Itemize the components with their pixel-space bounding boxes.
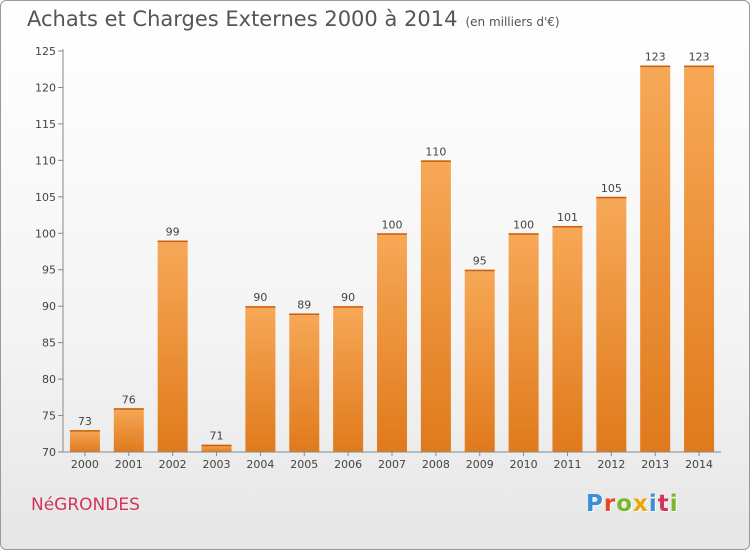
bar-value-label: 76 xyxy=(122,393,136,406)
x-tick-label: 2002 xyxy=(159,458,187,471)
bar-top-edge xyxy=(552,225,583,228)
bar xyxy=(640,65,671,452)
bar-value-label: 99 xyxy=(166,226,180,239)
bar-value-label: 110 xyxy=(425,145,446,158)
bar-top-edge xyxy=(420,160,451,162)
bar xyxy=(684,65,715,452)
x-tick-label: 2012 xyxy=(597,458,625,471)
bar-top-edge xyxy=(157,240,188,243)
bar xyxy=(113,408,144,452)
bar-top-edge xyxy=(596,196,627,199)
x-tick-label: 2000 xyxy=(71,458,99,471)
axes-layer: 70 75 80 85 90 95 100 105 110 115 120 125 2000 2001 20… xyxy=(35,45,721,471)
x-tick-label: 2014 xyxy=(685,458,713,471)
title-text: Achats et Charges Externes 2000 à 2014 xyxy=(27,7,458,31)
bar-top-edge xyxy=(508,233,539,235)
x-tick-label: 2010 xyxy=(510,458,538,471)
y-tick-label: 85 xyxy=(42,337,56,350)
bar-value-label: 105 xyxy=(601,182,622,195)
bar-value-label: 101 xyxy=(557,211,578,224)
x-tick-label: 2013 xyxy=(641,458,669,471)
bars-layer: 73 76 99 71 90 89 90 100 110 95 100 101 105 123 123 xyxy=(69,51,715,452)
y-tick-label: 70 xyxy=(42,446,56,459)
bar-top-edge xyxy=(333,306,364,308)
commune-name: NéGRONDES xyxy=(31,495,140,515)
bar-value-label: 95 xyxy=(473,255,487,268)
y-tick-label: 100 xyxy=(35,227,56,240)
x-tick-label: 2004 xyxy=(246,458,274,471)
bar xyxy=(420,160,451,452)
bar-value-label: 90 xyxy=(341,291,355,304)
proxiti-logo: Proxiti xyxy=(586,491,679,517)
bar-top-edge xyxy=(201,444,232,447)
x-tick-label: 2003 xyxy=(203,458,231,471)
bar xyxy=(245,306,276,452)
logo-letter: i xyxy=(648,491,658,517)
bar xyxy=(201,444,232,452)
bar xyxy=(596,196,627,452)
bar-top-edge xyxy=(684,65,715,68)
bar xyxy=(333,306,364,452)
bar-value-label: 100 xyxy=(382,218,403,231)
bar-top-edge xyxy=(245,306,276,308)
title-unit: (en milliers d'€) xyxy=(465,15,560,29)
bar-value-label: 100 xyxy=(513,218,534,231)
x-tick-label: 2011 xyxy=(553,458,581,471)
x-tick-label: 2007 xyxy=(378,458,406,471)
x-tick-label: 2005 xyxy=(290,458,318,471)
logo-letter: P xyxy=(586,491,604,517)
bar xyxy=(157,240,188,452)
y-tick-label: 75 xyxy=(42,410,56,423)
logo-letter: r xyxy=(603,491,617,517)
bar xyxy=(464,269,495,452)
x-tick-label: 2006 xyxy=(334,458,362,471)
bar-value-label: 73 xyxy=(78,415,92,428)
bar-top-edge xyxy=(113,408,144,410)
logo-letter: o xyxy=(616,491,634,517)
bar-top-edge xyxy=(377,233,407,235)
y-tick-label: 90 xyxy=(42,300,56,313)
logo-letter: t xyxy=(657,491,670,517)
x-tick-label: 2009 xyxy=(466,458,494,471)
logo-letter: x xyxy=(633,491,649,517)
x-tick-label: 2008 xyxy=(422,458,450,471)
bar-value-label: 123 xyxy=(689,51,710,64)
y-tick-label: 125 xyxy=(35,45,56,58)
y-tick-label: 95 xyxy=(42,264,56,277)
bar xyxy=(552,225,583,452)
bar xyxy=(508,233,539,452)
bar-value-label: 123 xyxy=(645,51,666,64)
bar-value-label: 90 xyxy=(253,291,267,304)
bar xyxy=(377,233,407,452)
bar-top-edge xyxy=(640,65,671,68)
bar xyxy=(69,430,100,452)
y-tick-label: 80 xyxy=(42,373,56,386)
bar-top-edge xyxy=(69,430,100,432)
bar-value-label: 71 xyxy=(210,430,224,443)
y-tick-label: 115 xyxy=(35,118,56,131)
bar-top-edge xyxy=(289,313,320,315)
bar-top-edge xyxy=(464,269,495,272)
bar xyxy=(289,313,320,452)
y-tick-label: 105 xyxy=(35,191,56,204)
chart-title: Achats et Charges Externes 2000 à 2014 (e… xyxy=(27,7,560,31)
logo-letter: i xyxy=(669,491,679,517)
y-tick-label: 110 xyxy=(35,154,56,167)
bar-value-label: 89 xyxy=(297,298,311,311)
x-tick-label: 2001 xyxy=(115,458,143,471)
y-tick-label: 120 xyxy=(35,81,56,94)
